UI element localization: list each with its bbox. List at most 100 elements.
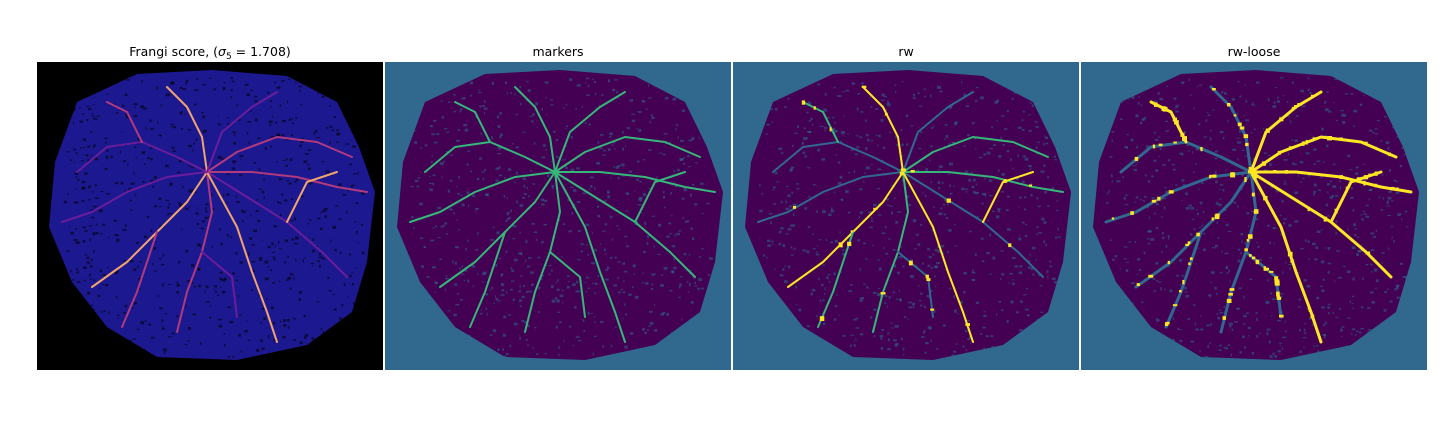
- sigma-subscript: 5: [225, 52, 232, 62]
- highlight-blob: [1265, 128, 1270, 133]
- highlight-blob: [1390, 186, 1395, 191]
- vessel-segment: [554, 171, 626, 343]
- highlight-blob: [1334, 208, 1338, 214]
- vessel-network: [409, 86, 716, 343]
- highlight-blob: [1243, 134, 1249, 139]
- highlight-blob: [1345, 186, 1350, 189]
- highlight-blob: [1276, 291, 1280, 297]
- highlight-blob: [1028, 184, 1033, 187]
- highlight-blob: [1327, 136, 1332, 141]
- highlight-blob: [1305, 139, 1308, 145]
- title-prefix: Frangi score, (: [129, 44, 219, 59]
- highlight-blob: [1338, 137, 1343, 141]
- highlight-blob: [1301, 141, 1305, 146]
- sigma-symbol: σ: [218, 44, 226, 59]
- highlight-blob: [1308, 309, 1312, 312]
- vessel-segment: [286, 171, 338, 223]
- vessel-segment: [61, 171, 208, 223]
- vessel-segment: [802, 101, 839, 143]
- highlight-blob: [1288, 146, 1293, 150]
- highlight-blob: [1196, 232, 1200, 237]
- highlight-blob: [1209, 175, 1212, 179]
- highlight-blob: [1157, 196, 1161, 201]
- highlight-blob: [908, 260, 913, 266]
- rw-image: [733, 62, 1079, 370]
- highlight-blob: [819, 316, 825, 321]
- vessel-segment: [549, 251, 586, 318]
- highlight-blob: [1248, 170, 1251, 174]
- rw-image-panel: [733, 62, 1079, 370]
- highlight-blob: [1291, 106, 1297, 110]
- highlight-blob: [1307, 206, 1310, 212]
- highlight-blob: [1111, 217, 1115, 220]
- highlight-blob: [1363, 175, 1369, 180]
- vessel-segment: [469, 231, 506, 328]
- highlight-blob: [1263, 266, 1267, 271]
- highlight-blob: [1374, 171, 1378, 176]
- vessel-segment: [454, 101, 491, 143]
- highlight-blob: [1167, 260, 1170, 265]
- highlight-blob: [801, 100, 806, 105]
- highlight-blob: [926, 278, 931, 281]
- highlight-blob: [1231, 172, 1235, 176]
- vessel-segment: [106, 101, 143, 143]
- highlight-blob: [847, 241, 852, 246]
- highlight-blob: [1277, 150, 1281, 155]
- highlight-blobs: [792, 85, 1033, 326]
- vessel-segment: [206, 171, 278, 343]
- highlight-blob: [1366, 252, 1369, 255]
- highlight-blob: [1233, 114, 1237, 117]
- highlight-blob: [1363, 181, 1366, 186]
- highlight-blob: [1210, 174, 1214, 178]
- highlight-blob: [1310, 94, 1314, 97]
- highlight-blob: [1168, 190, 1174, 194]
- highlight-blob: [946, 198, 951, 203]
- highlight-blob: [1284, 170, 1289, 174]
- highlight-blob: [1245, 142, 1249, 147]
- highlight-blob: [1188, 262, 1191, 266]
- highlight-blob: [1179, 290, 1182, 293]
- vessel-segment: [206, 91, 278, 173]
- highlight-blob: [1249, 254, 1252, 257]
- vessel-segment: [902, 171, 974, 343]
- highlight-blob: [1162, 106, 1168, 112]
- highlight-blob: [1134, 156, 1139, 161]
- vessel-segment: [757, 171, 904, 223]
- vessel-segment: [206, 171, 368, 193]
- highlight-blob: [910, 170, 915, 173]
- highlight-blob: [1180, 132, 1185, 137]
- rw-loose-image: [1081, 62, 1427, 370]
- highlight-blob: [1356, 177, 1362, 181]
- panel-title-frangi: Frangi score, (σ5 = 1.708): [37, 44, 383, 62]
- markers-image: [385, 62, 731, 370]
- highlight-blob: [1274, 276, 1279, 281]
- highlight-blob: [1274, 281, 1280, 286]
- highlight-blob: [1246, 239, 1250, 242]
- vessel-network: [757, 86, 1064, 343]
- highlight-blob: [1164, 322, 1169, 326]
- panel-title-rw-loose: rw-loose: [1227, 44, 1281, 59]
- highlight-blob: [1312, 137, 1317, 140]
- highlight-blob: [1148, 274, 1154, 278]
- highlight-blob: [1249, 167, 1253, 173]
- highlight-blob: [1185, 243, 1189, 246]
- highlight-blob: [1388, 152, 1391, 157]
- highlight-blob: [1136, 283, 1140, 286]
- highlight-blob: [1261, 161, 1266, 166]
- highlight-blob: [1374, 183, 1378, 188]
- highlight-blob: [1151, 199, 1157, 203]
- highlight-blob: [1237, 122, 1242, 127]
- highlight-blob: [861, 85, 867, 88]
- highlight-blob: [1152, 101, 1155, 104]
- vessel-segment: [1209, 85, 1253, 174]
- highlight-blob: [1152, 144, 1156, 149]
- highlight-blob: [1182, 136, 1187, 141]
- highlight-blob: [1339, 175, 1343, 179]
- vessel-segment: [201, 251, 238, 318]
- highlight-blob: [899, 171, 905, 176]
- highlight-blob: [1251, 256, 1256, 260]
- highlight-blob: [1279, 314, 1284, 318]
- vessel-segment: [514, 86, 556, 173]
- highlight-blob: [884, 112, 888, 116]
- highlight-blob: [1276, 296, 1282, 300]
